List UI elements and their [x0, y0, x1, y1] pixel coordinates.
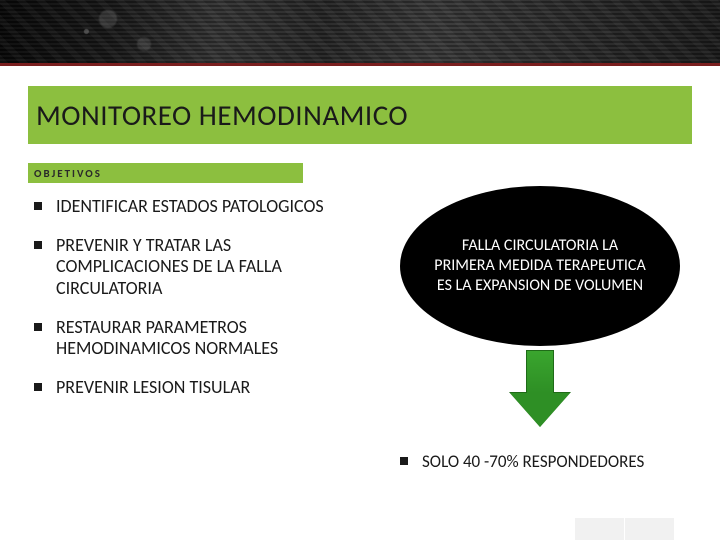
footer-block	[624, 518, 674, 540]
subtitle-bar: OBJETIVOS	[28, 163, 303, 183]
list-item: SOLO 40 -70% RESPONDEDORES	[400, 451, 700, 472]
result-list: SOLO 40 -70% RESPONDEDORES	[400, 451, 700, 472]
subtitle: OBJETIVOS	[34, 167, 102, 180]
list-item: PREVENIR Y TRATAR LAS COMPLICACIONES DE …	[34, 235, 344, 299]
slide-title: MONITOREO HEMODINAMICO	[36, 97, 408, 133]
list-item: PREVENIR LESION TISULAR	[34, 377, 344, 398]
banner-texture	[0, 0, 720, 63]
list-item: RESTAURAR PARAMETROS HEMODINAMICOS NORMA…	[34, 317, 344, 359]
callout-oval: FALLA CIRCULATORIA LA PRIMERA MEDIDA TER…	[400, 186, 680, 346]
objectives-list: IDENTIFICAR ESTADOS PATOLOGICOS PREVENIR…	[34, 196, 344, 417]
list-item: IDENTIFICAR ESTADOS PATOLOGICOS	[34, 196, 344, 217]
title-bar: MONITOREO HEMODINAMICO	[28, 86, 692, 144]
down-arrow-icon	[510, 350, 570, 430]
footer-blocks	[574, 518, 674, 540]
footer-block	[574, 518, 624, 540]
callout-text: FALLA CIRCULATORIA LA PRIMERA MEDIDA TER…	[430, 236, 650, 296]
decorative-banner	[0, 0, 720, 66]
